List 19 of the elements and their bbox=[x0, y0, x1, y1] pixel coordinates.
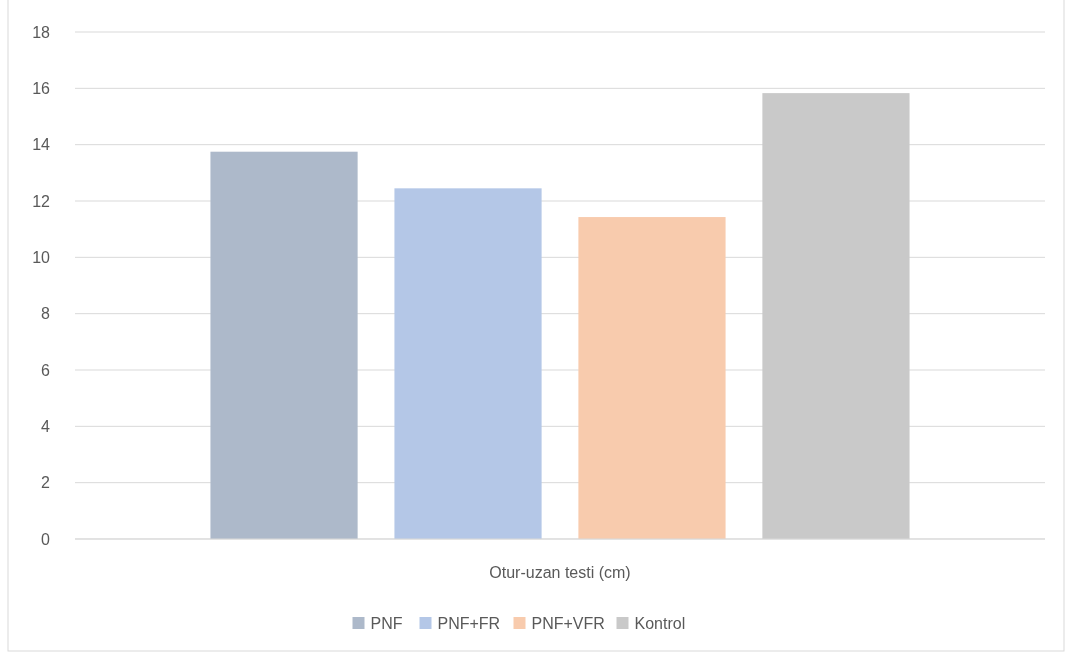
y-tick-label: 0 bbox=[41, 530, 51, 548]
legend-label: PNF+FR bbox=[437, 614, 501, 632]
legend-label: Kontrol bbox=[634, 614, 686, 632]
y-tick-label: 12 bbox=[32, 192, 51, 210]
y-tick-label: 10 bbox=[32, 248, 51, 266]
bar bbox=[578, 217, 726, 539]
bar bbox=[210, 151, 358, 539]
y-tick-label: 18 bbox=[32, 23, 51, 41]
y-tick-label: 4 bbox=[41, 417, 51, 435]
bar bbox=[762, 93, 910, 539]
y-tick-label: 14 bbox=[32, 136, 51, 154]
bar bbox=[394, 188, 542, 539]
legend-label: PNF+VFR bbox=[531, 614, 605, 632]
x-tick-label: Otur-uzan testi (cm) bbox=[489, 564, 631, 581]
y-tick-label: 8 bbox=[41, 305, 51, 323]
y-tick-label: 16 bbox=[32, 79, 51, 97]
legend-label: PNF bbox=[370, 614, 403, 632]
y-tick-label: 2 bbox=[41, 474, 51, 492]
y-tick-label: 6 bbox=[41, 361, 51, 379]
